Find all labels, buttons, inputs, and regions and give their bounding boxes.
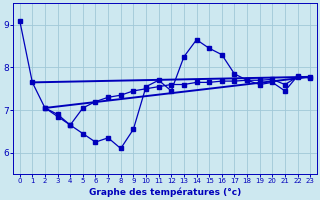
X-axis label: Graphe des températures (°c): Graphe des températures (°c) bbox=[89, 187, 241, 197]
